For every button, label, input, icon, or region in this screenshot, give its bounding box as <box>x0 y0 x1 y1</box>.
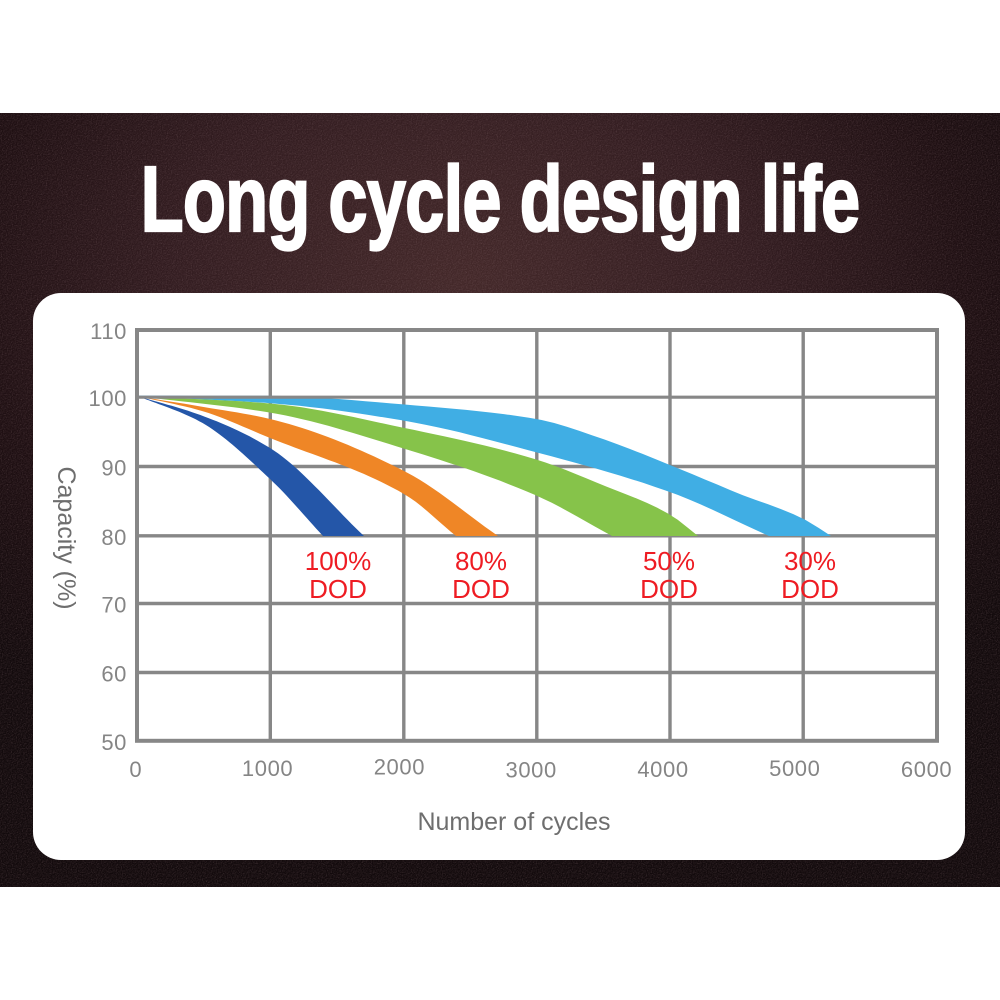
svg-text:Number of cycles: Number of cycles <box>417 808 610 836</box>
svg-text:30%: 30% <box>784 546 836 576</box>
svg-text:DOD: DOD <box>781 574 839 604</box>
svg-text:3000: 3000 <box>506 758 557 783</box>
svg-text:DOD: DOD <box>452 574 510 604</box>
svg-text:4000: 4000 <box>637 757 688 782</box>
svg-text:6000: 6000 <box>901 757 952 782</box>
svg-text:0: 0 <box>129 757 142 782</box>
svg-text:DOD: DOD <box>640 574 698 604</box>
svg-text:DOD: DOD <box>309 574 367 604</box>
svg-text:60: 60 <box>101 662 127 687</box>
svg-text:5000: 5000 <box>769 756 820 781</box>
svg-text:2000: 2000 <box>374 754 425 779</box>
svg-text:90: 90 <box>101 456 127 481</box>
svg-text:Capacity (%): Capacity (%) <box>52 466 80 609</box>
svg-text:50: 50 <box>101 730 127 755</box>
svg-text:80%: 80% <box>455 546 507 576</box>
svg-text:100%: 100% <box>305 546 372 576</box>
svg-text:1000: 1000 <box>242 756 293 781</box>
svg-text:100: 100 <box>88 386 127 411</box>
svg-text:70: 70 <box>101 593 127 618</box>
svg-text:110: 110 <box>90 319 127 344</box>
svg-text:50%: 50% <box>643 546 695 576</box>
svg-text:80: 80 <box>101 525 127 550</box>
